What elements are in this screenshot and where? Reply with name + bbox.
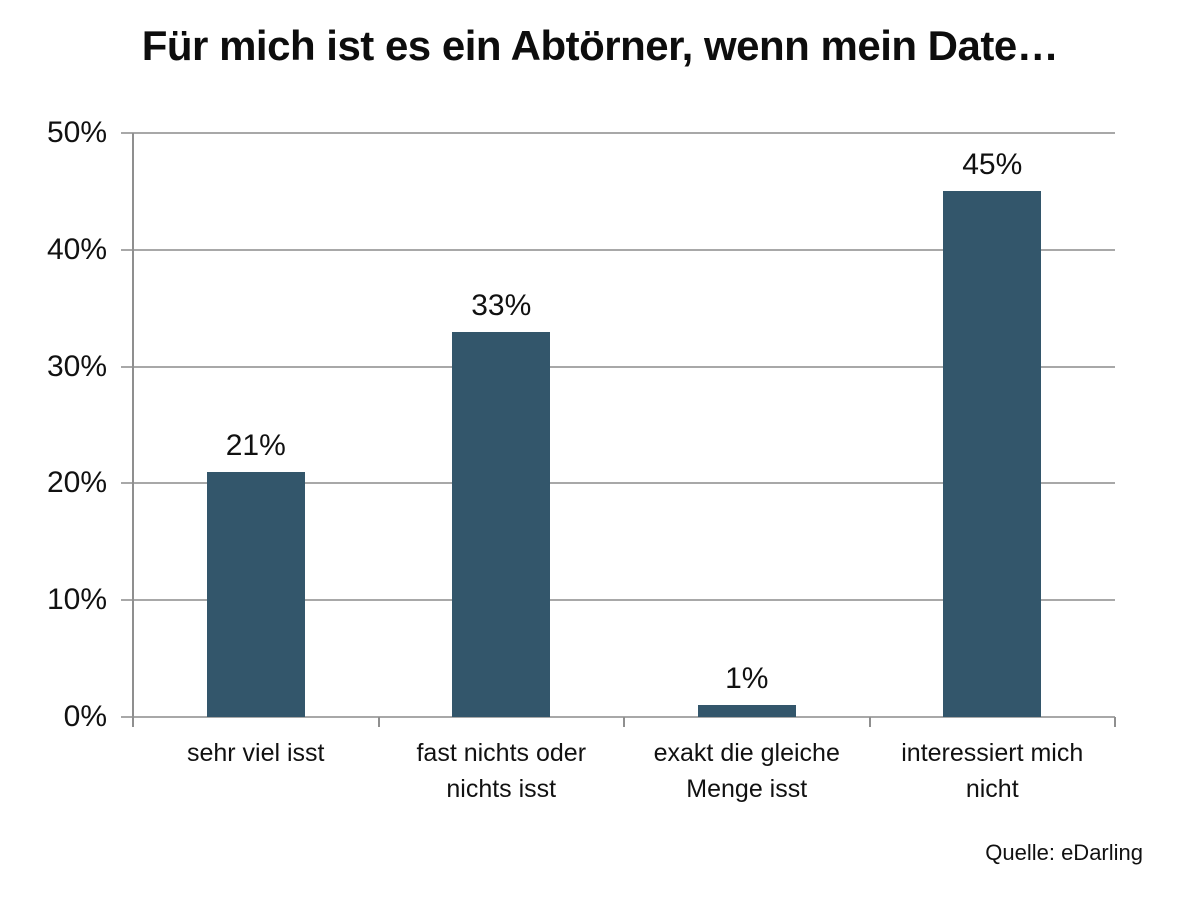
y-tick-label-40: 40% — [46, 232, 107, 266]
plot-area: 21% 33% 1% 45% — [121, 132, 1116, 727]
gridline-20 — [121, 482, 1115, 485]
gridline-0 — [121, 716, 1115, 718]
y-tick-label-30: 30% — [46, 349, 107, 383]
bar-value-label-2: 33% — [471, 288, 532, 322]
bar-value-label-1: 21% — [225, 428, 286, 462]
bar-1 — [206, 471, 305, 717]
gridline-30 — [121, 365, 1115, 368]
x-category-label-1: sehr viel isst — [186, 739, 325, 767]
gridline-10 — [121, 599, 1115, 602]
gridline-40 — [121, 248, 1115, 251]
y-tick-label-50: 50% — [46, 116, 107, 149]
bar-3 — [697, 705, 796, 717]
bar-value-label-3: 1% — [725, 662, 769, 696]
y-tick-label-0: 0% — [63, 700, 107, 733]
y-tick-label-20: 20% — [46, 466, 107, 500]
x-category-label-3: exakt die gleiche Menge isst — [653, 739, 840, 803]
y-tick-label-10: 10% — [46, 583, 107, 617]
x-axis-tick-2 — [623, 717, 625, 727]
x-axis-tick-3 — [868, 717, 871, 727]
x-category-label-2: fast nichts oder nichts isst — [416, 739, 587, 803]
x-axis-tick-4 — [1114, 717, 1116, 727]
gridline-50 — [121, 132, 1115, 134]
chart-title: Für mich ist es ein Abtörner, wenn mein … — [141, 22, 1059, 69]
y-axis-line — [132, 133, 134, 727]
bar-4 — [943, 191, 1042, 717]
x-category-label-4: interessiert mich nicht — [901, 739, 1084, 803]
x-axis-tick-1 — [377, 717, 380, 727]
bar-2 — [452, 331, 551, 717]
source-note: Quelle: eDarling — [985, 840, 1143, 865]
bar-value-label-4: 45% — [962, 148, 1023, 182]
